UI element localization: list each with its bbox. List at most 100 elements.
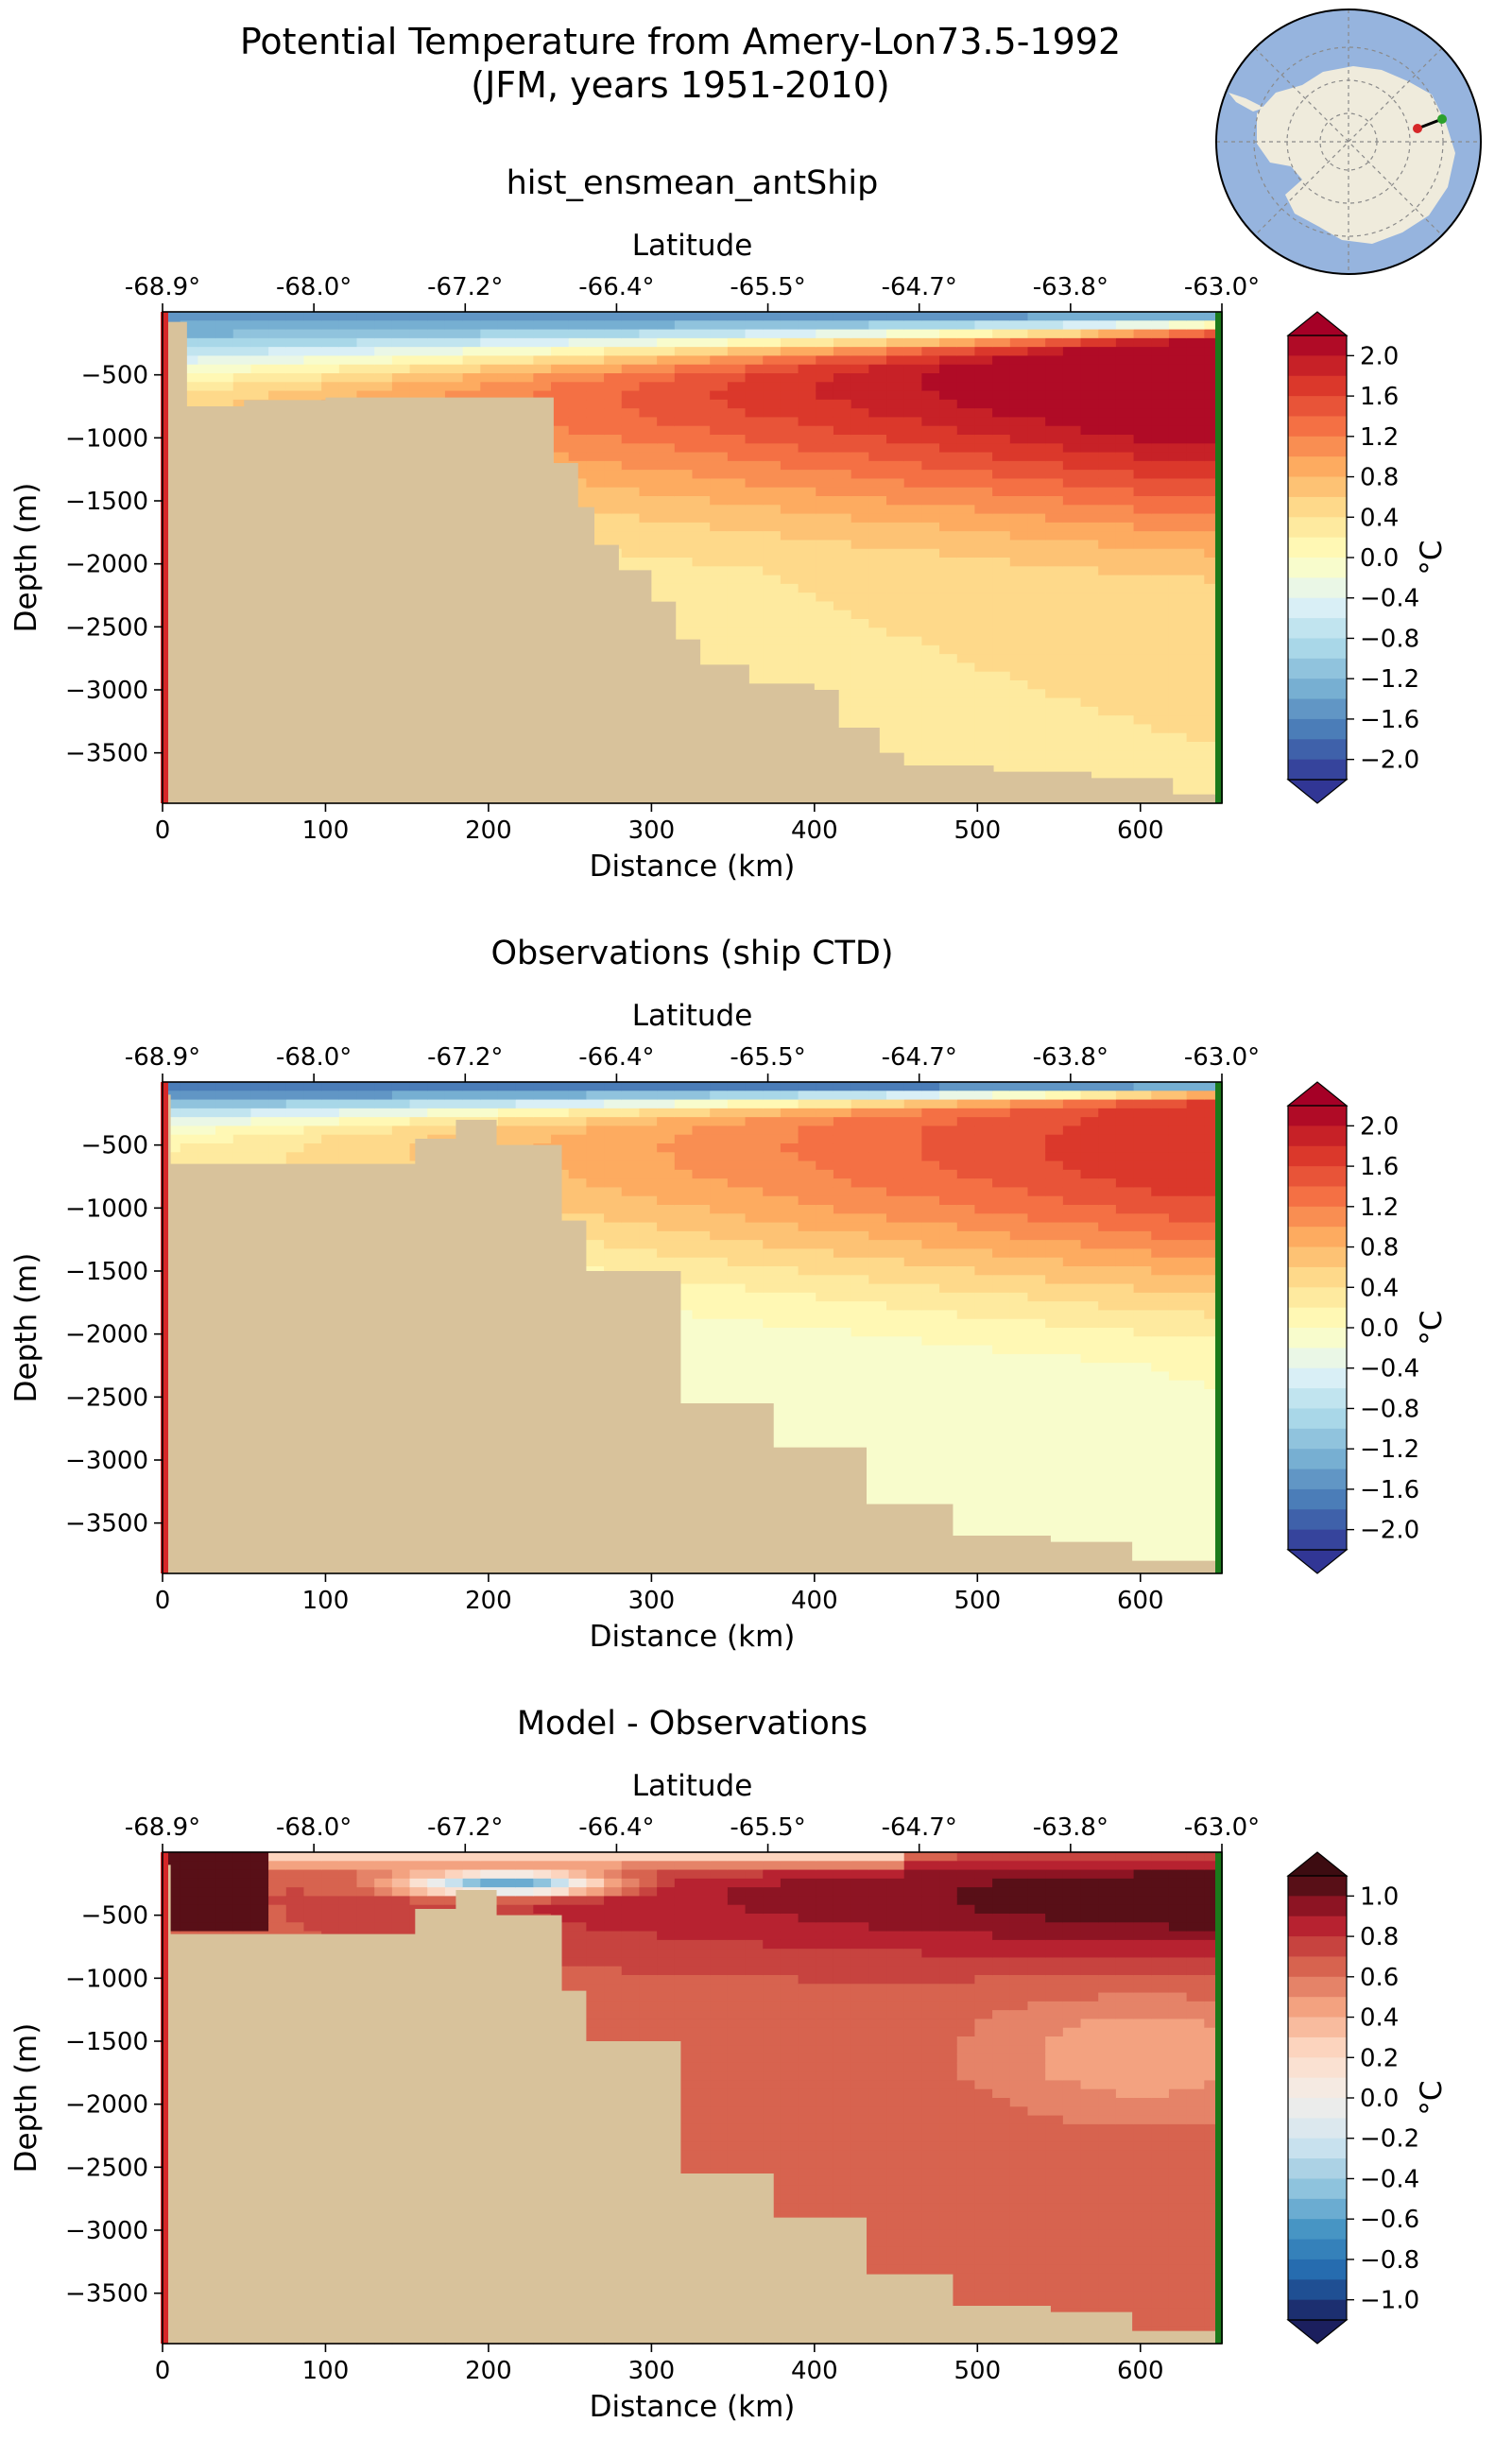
contour-cell xyxy=(745,513,764,524)
colorbar-band xyxy=(1288,698,1347,720)
contour-cell xyxy=(285,1108,305,1118)
contour-cell xyxy=(992,355,1011,366)
contour-cell xyxy=(745,329,764,339)
contour-cell xyxy=(1080,750,1099,761)
contour-cell xyxy=(921,531,940,541)
contour-cell xyxy=(374,1082,393,1091)
contour-cell xyxy=(886,408,905,419)
contour-cell xyxy=(1027,610,1046,620)
contour-cell xyxy=(1115,435,1135,444)
contour-cell xyxy=(232,329,252,339)
panel-title: Observations (ship CTD) xyxy=(490,935,893,972)
contour-cell xyxy=(321,1143,340,1153)
contour-cell xyxy=(657,593,676,603)
contour-cell xyxy=(798,382,816,392)
contour-cell xyxy=(321,1091,340,1101)
contour-cell xyxy=(780,610,799,620)
contour-cell xyxy=(1027,390,1046,401)
contour-cell xyxy=(886,425,905,436)
contour-cell xyxy=(338,1134,358,1144)
contour-cell xyxy=(1186,644,1205,655)
contour-cell xyxy=(763,583,782,593)
contour-cell xyxy=(921,329,940,339)
contour-cell xyxy=(1168,470,1188,480)
contour-cell xyxy=(533,347,552,357)
contour-cell xyxy=(886,680,905,690)
contour-cell xyxy=(710,627,729,638)
contour-cell xyxy=(903,487,922,497)
contour-cell xyxy=(215,1099,234,1109)
contour-cell xyxy=(1027,575,1046,585)
contour-cell xyxy=(886,697,905,708)
contour-cell xyxy=(303,1082,322,1091)
contour-cell xyxy=(727,312,747,321)
contour-cell xyxy=(1204,742,1223,751)
contour-cell xyxy=(833,522,852,532)
contour-cell xyxy=(1098,443,1117,454)
colorbar-band xyxy=(1288,355,1347,377)
colorbar-tick-label: −2.0 xyxy=(1360,747,1419,775)
contour-cell xyxy=(232,347,252,357)
contour-cell xyxy=(268,1099,287,1109)
contour-cell xyxy=(268,382,287,392)
contour-cell xyxy=(886,644,905,655)
contour-cell xyxy=(1133,724,1152,734)
contour-cell xyxy=(621,1213,641,1224)
contour-cell xyxy=(321,1108,340,1118)
contour-cell xyxy=(1115,443,1135,454)
contour-cell xyxy=(921,435,940,444)
contour-cell xyxy=(639,1178,658,1189)
contour-cell xyxy=(198,373,216,383)
contour-cell xyxy=(921,540,940,550)
colorbar-band xyxy=(1288,375,1347,397)
contour-cell xyxy=(604,531,623,541)
contour-cell xyxy=(1062,619,1082,628)
contour-cell xyxy=(586,1187,605,1197)
contour-cell xyxy=(745,337,764,348)
contour-cell xyxy=(1027,505,1046,515)
contour-cell xyxy=(1115,540,1135,550)
contour-cell xyxy=(356,347,375,357)
contour-cell xyxy=(409,382,428,392)
contour-cell xyxy=(1098,329,1117,339)
contour-cell xyxy=(409,1125,428,1136)
contour-cell xyxy=(232,1134,252,1144)
contour-cell xyxy=(816,417,834,427)
contour-cell xyxy=(939,742,958,751)
contour-cell xyxy=(1098,671,1117,681)
contour-cell xyxy=(816,320,834,331)
contour-cell xyxy=(727,347,747,357)
contour-cell xyxy=(939,540,958,550)
contour-cell xyxy=(903,558,922,567)
contour-cell xyxy=(268,320,287,331)
contour-cell xyxy=(939,496,958,506)
contour-cell xyxy=(303,1091,322,1101)
x-tick-label: 300 xyxy=(628,816,676,845)
contour-cell xyxy=(621,1187,641,1197)
contour-cell xyxy=(1133,627,1152,638)
contour-cell xyxy=(1133,680,1152,690)
contour-cell xyxy=(551,390,570,401)
contour-cell xyxy=(356,382,375,392)
contour-cell xyxy=(798,487,816,497)
contour-cell xyxy=(180,373,198,383)
contour-cell xyxy=(657,320,676,331)
contour-cell xyxy=(1045,593,1064,603)
contour-cell xyxy=(921,619,940,628)
contour-cell xyxy=(374,347,393,357)
contour-cell xyxy=(1151,513,1170,524)
contour-cell xyxy=(674,452,694,462)
contour-cell xyxy=(956,742,976,751)
contour-cell xyxy=(1045,435,1064,444)
contour-cell xyxy=(939,575,958,585)
contour-cell xyxy=(1027,566,1046,576)
contour-cell xyxy=(497,364,517,374)
contour-cell xyxy=(604,435,623,444)
contour-cell xyxy=(1186,697,1205,708)
contour-cell xyxy=(338,329,358,339)
contour-cell xyxy=(939,337,958,348)
contour-cell xyxy=(586,364,605,374)
contour-cell xyxy=(568,1143,587,1153)
contour-cell xyxy=(727,329,747,339)
contour-cell xyxy=(1115,417,1135,427)
